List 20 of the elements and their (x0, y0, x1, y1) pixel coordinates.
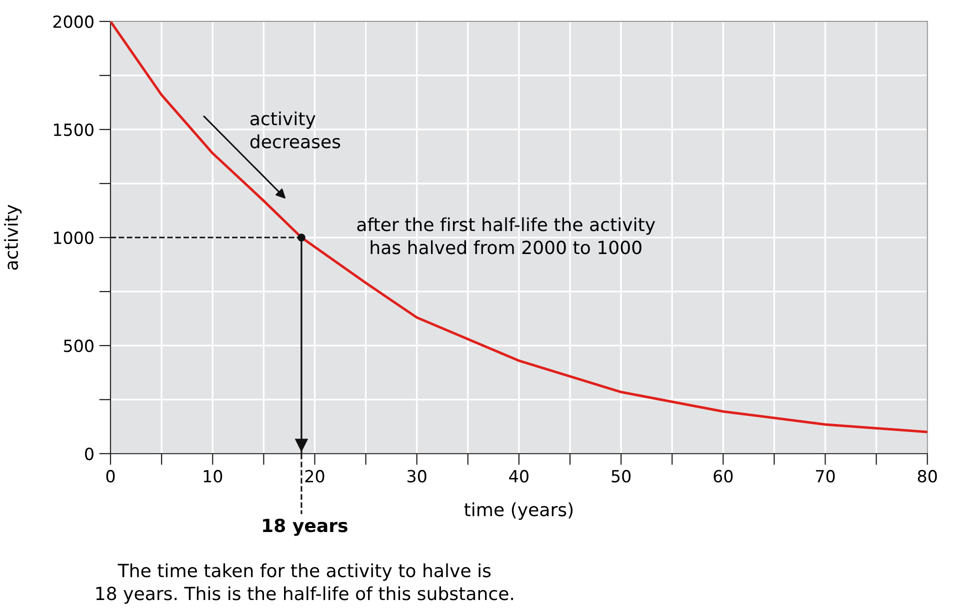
annotation: activity decreases (250, 111, 340, 148)
x-tick-label: 80 (918, 470, 937, 482)
y-tick-label: 2000 (53, 15, 94, 28)
y-axis-title: activity (4, 204, 22, 270)
x-tick-label: 40 (509, 470, 528, 482)
x-tick-label: 10 (204, 470, 222, 482)
x-tick-label: 50 (612, 470, 631, 482)
x-tick-label: 20 (305, 470, 324, 482)
y-tick-label: 1500 (54, 123, 94, 136)
annotation: after the first half-life the activity has halved from 2000 to 1000 (357, 217, 656, 254)
x-tick-label: 0 (106, 470, 115, 482)
x-tick-label: 30 (408, 470, 426, 482)
x-axis-title: time (years) (464, 502, 573, 520)
x-tick-label: 60 (714, 470, 733, 482)
y-tick-label: 500 (64, 340, 94, 352)
y-tick-label: 0 (85, 448, 94, 460)
y-tick-label: 1000 (54, 232, 94, 244)
x-tick-label: 70 (816, 470, 835, 482)
text: 18 years (263, 518, 348, 536)
text: The time taken for the activity to halve is 18 years. This is the half-life of this substance. (96, 563, 513, 604)
